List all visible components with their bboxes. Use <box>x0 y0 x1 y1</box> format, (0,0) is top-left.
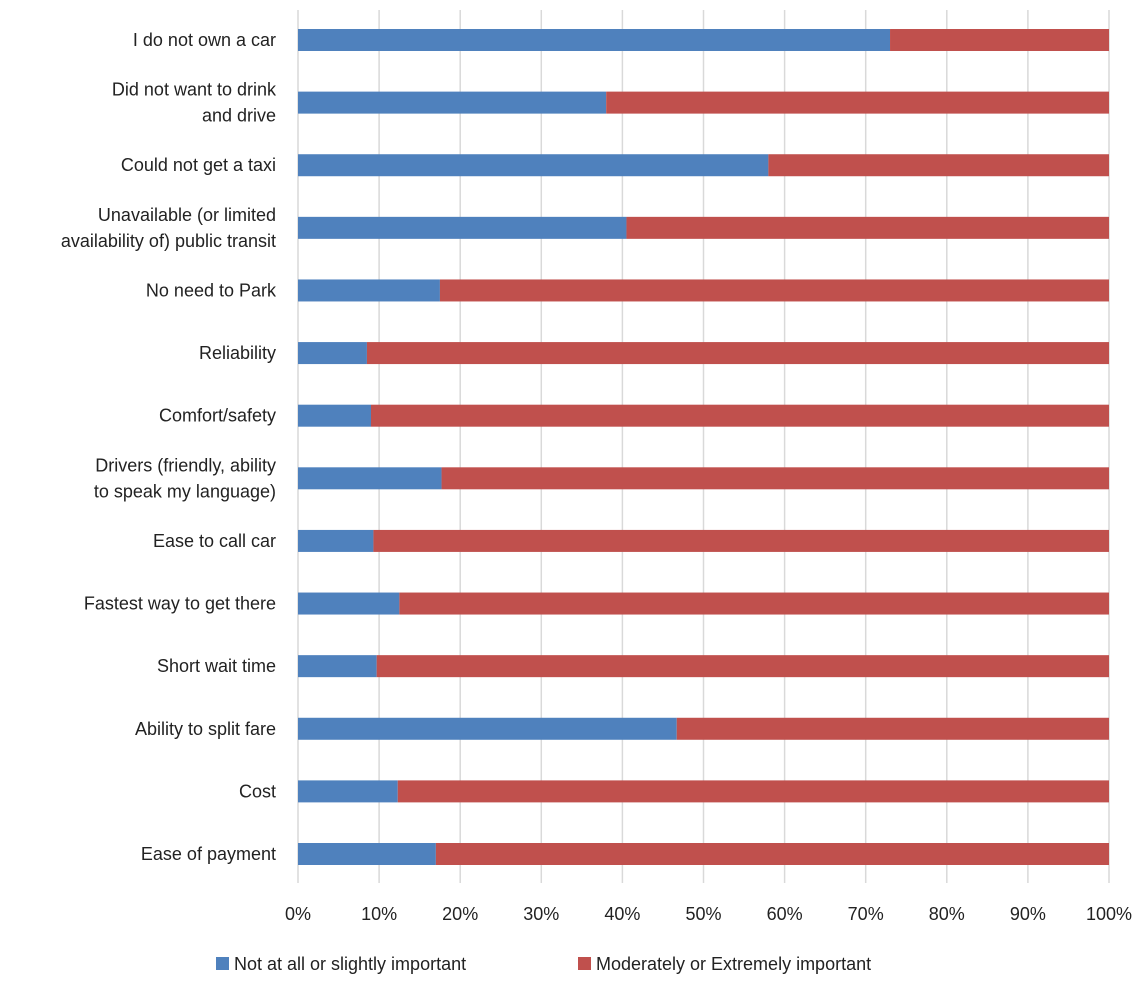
category-label: availability of) public transit <box>61 231 276 251</box>
bar-not-important <box>298 279 440 302</box>
gridlines <box>297 10 1110 883</box>
bar-important <box>376 655 1109 678</box>
bar-important <box>890 29 1109 51</box>
bar-not-important <box>298 342 367 365</box>
x-tick-label: 100% <box>1086 904 1132 924</box>
legend-swatch-important <box>578 957 591 970</box>
x-tick-label: 70% <box>848 904 884 924</box>
bar-not-important <box>298 529 374 552</box>
category-labels: I do not own a car Did not want to drink a… <box>61 30 277 864</box>
category-label: No need to Park <box>146 280 277 300</box>
x-tick-label: 90% <box>1010 904 1046 924</box>
x-tick-labels: 0% 10% 20% 30% 40% 50% 60% 70% 80% 90% 100% <box>285 904 1132 924</box>
bar-important <box>435 843 1109 865</box>
legend-label: Not at all or slightly important <box>234 954 466 974</box>
category-label: Fastest way to get there <box>84 594 276 614</box>
bar-important <box>439 279 1109 302</box>
category-label: Ability to split fare <box>135 719 276 739</box>
bar-important <box>676 717 1109 740</box>
bar-not-important <box>298 154 769 177</box>
bar-not-important <box>298 655 377 678</box>
x-tick-label: 20% <box>442 904 478 924</box>
category-label: Ease to call car <box>153 531 276 551</box>
legend: Not at all or slightly important Moderate… <box>216 954 871 974</box>
category-label: I do not own a car <box>133 30 276 50</box>
bar-not-important <box>298 404 371 427</box>
x-tick-label: 10% <box>361 904 397 924</box>
category-label: Cost <box>239 781 276 801</box>
category-label: Short wait time <box>157 656 276 676</box>
category-label: Comfort/safety <box>159 406 276 426</box>
bar-not-important <box>298 29 891 51</box>
category-label: Did not want to drink <box>112 80 277 100</box>
category-label: Reliability <box>199 343 276 363</box>
category-label: and drive <box>202 106 276 126</box>
bar-not-important <box>298 717 677 740</box>
bar-not-important <box>298 592 400 615</box>
bar-important <box>768 154 1109 177</box>
category-label: Drivers (friendly, ability <box>95 455 276 475</box>
category-label: Could not get a taxi <box>121 155 276 175</box>
bars <box>298 29 1110 865</box>
x-tick-label: 80% <box>929 904 965 924</box>
bar-not-important <box>298 843 436 865</box>
bar-important <box>441 467 1109 490</box>
x-tick-label: 0% <box>285 904 311 924</box>
x-tick-label: 30% <box>523 904 559 924</box>
bar-important <box>370 404 1109 427</box>
bar-important <box>397 780 1109 803</box>
category-label: to speak my language) <box>94 481 276 501</box>
bar-important <box>366 342 1109 365</box>
bar-not-important <box>298 780 398 803</box>
bar-not-important <box>298 216 627 239</box>
x-tick-label: 40% <box>604 904 640 924</box>
category-label: Ease of payment <box>141 844 276 864</box>
bar-not-important <box>298 91 607 114</box>
bar-not-important <box>298 467 442 490</box>
x-tick-label: 50% <box>685 904 721 924</box>
bar-important <box>626 216 1109 239</box>
x-tick-label: 60% <box>767 904 803 924</box>
bar-important <box>399 592 1109 615</box>
legend-swatch-not-important <box>216 957 229 970</box>
category-label: Unavailable (or limited <box>98 205 276 225</box>
bar-important <box>373 529 1110 552</box>
bar-important <box>606 91 1109 114</box>
legend-label: Moderately or Extremely important <box>596 954 871 974</box>
